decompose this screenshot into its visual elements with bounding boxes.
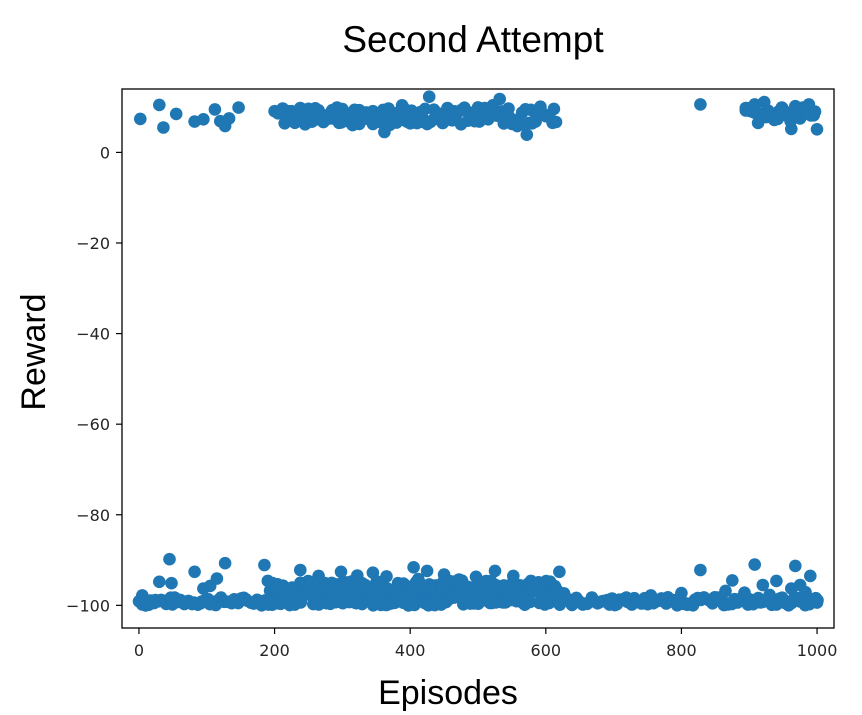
data-point xyxy=(376,103,390,117)
data-point xyxy=(810,123,824,136)
y-tick-label: −20 xyxy=(76,234,110,253)
plot-frame xyxy=(121,88,835,629)
data-point xyxy=(804,569,817,583)
data-point xyxy=(493,92,507,106)
chart-title: Second Attempt xyxy=(342,19,604,60)
data-point xyxy=(153,575,166,589)
x-tick-label: 600 xyxy=(531,641,562,660)
data-point xyxy=(520,128,534,141)
data-point xyxy=(726,574,739,587)
x-axis-ticks: 0 200 400 600 800 1000 xyxy=(134,628,838,660)
data-point xyxy=(210,572,224,585)
data-point xyxy=(748,558,761,571)
data-point xyxy=(188,565,201,579)
data-point xyxy=(789,559,802,573)
data-point xyxy=(134,112,147,126)
y-tick-label: −100 xyxy=(66,596,110,615)
data-point xyxy=(455,574,469,587)
data-point xyxy=(519,103,532,116)
data-point xyxy=(694,563,707,577)
x-tick-label: 400 xyxy=(395,641,426,660)
data-point xyxy=(811,593,824,607)
data-point xyxy=(422,90,436,103)
data-point xyxy=(163,552,176,566)
data-point xyxy=(222,112,236,125)
data-point xyxy=(153,98,166,112)
data-point xyxy=(232,101,245,114)
y-axis-label: Reward xyxy=(15,293,53,410)
data-point xyxy=(305,115,319,128)
x-tick-label: 800 xyxy=(666,641,697,660)
data-point xyxy=(208,103,222,116)
data-point xyxy=(549,115,563,129)
y-tick-label: −80 xyxy=(76,506,110,525)
data-point xyxy=(770,574,783,588)
data-point xyxy=(157,121,170,134)
data-point xyxy=(420,564,434,578)
data-point xyxy=(488,564,502,578)
data-point xyxy=(553,565,566,579)
data-point xyxy=(523,595,537,609)
x-axis-label: Episodes xyxy=(378,674,518,712)
y-tick-label: −60 xyxy=(76,415,110,434)
data-point xyxy=(407,561,420,574)
data-point xyxy=(808,105,822,118)
x-tick-label: 0 xyxy=(134,641,144,660)
y-axis-ticks: 0 −20 −40 −60 −80 −100 xyxy=(66,143,122,615)
y-tick-label: 0 xyxy=(100,143,110,162)
data-point xyxy=(197,113,210,126)
data-point xyxy=(169,107,183,121)
data-point xyxy=(258,558,271,572)
data-point xyxy=(165,576,178,590)
data-points xyxy=(132,90,824,612)
y-tick-label: −40 xyxy=(76,325,110,344)
data-point xyxy=(218,556,232,570)
data-point xyxy=(278,117,292,130)
data-point xyxy=(294,563,307,577)
x-tick-label: 1000 xyxy=(797,641,838,660)
data-point xyxy=(694,98,707,111)
data-point xyxy=(529,115,542,128)
data-point xyxy=(334,565,348,579)
data-point xyxy=(756,578,770,592)
data-point xyxy=(397,101,410,114)
x-tick-label: 200 xyxy=(259,641,290,660)
